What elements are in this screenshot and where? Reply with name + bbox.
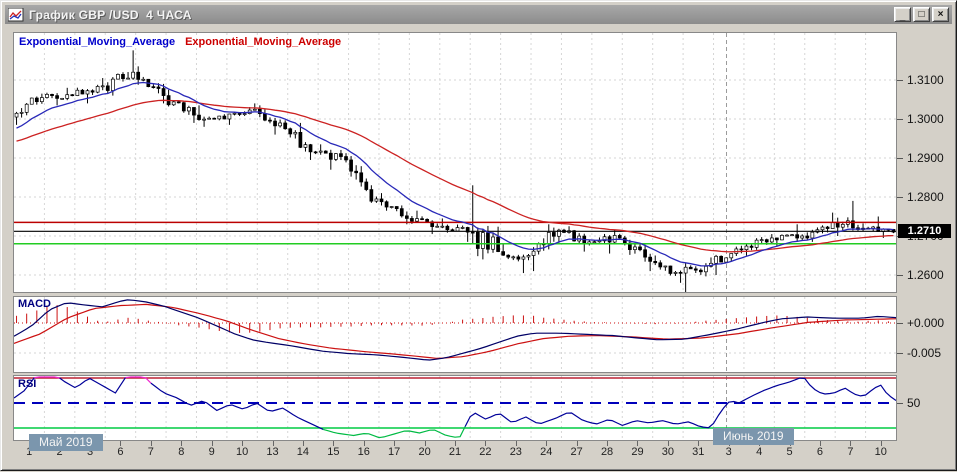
macd-label: MACD <box>18 298 51 310</box>
date-tick-label: 9 <box>208 446 215 458</box>
month-badge-may: Май 2019 <box>29 434 103 451</box>
date-tick <box>698 441 700 446</box>
date-tick-label: 3 <box>725 446 732 458</box>
maximize-button[interactable]: □ <box>913 7 930 22</box>
macd-tick-label: -0.005 <box>907 346 942 360</box>
date-tick-label: 20 <box>418 446 431 458</box>
macd-panel[interactable] <box>13 296 897 373</box>
price-tick-label: 1.2800 <box>907 190 944 204</box>
date-tick-label: 6 <box>816 446 824 458</box>
axis-tick <box>897 158 903 159</box>
axis-tick <box>897 119 903 120</box>
date-tick <box>211 441 213 446</box>
rsi-chart[interactable] <box>14 376 896 440</box>
date-tick-label: 16 <box>357 446 370 458</box>
date-tick <box>880 441 882 446</box>
date-tick-label: 30 <box>661 446 675 458</box>
axis-tick <box>897 80 903 81</box>
date-tick <box>363 441 365 446</box>
date-tick-label: 1 <box>26 446 33 458</box>
date-tick-label: 31 <box>692 446 705 458</box>
date-tick-label: 21 <box>448 446 462 458</box>
price-tick-label: 1.3000 <box>907 112 944 126</box>
date-tick-label: 14 <box>296 446 310 458</box>
title-bar[interactable]: График GBP /USD 4 ЧАСА _ □ × <box>5 5 952 24</box>
date-tick <box>242 441 244 446</box>
date-tick <box>302 441 304 446</box>
date-tick <box>181 441 183 446</box>
axis-tick <box>897 323 903 324</box>
date-tick-label: 7 <box>847 446 854 458</box>
date-tick-label: 10 <box>874 446 887 458</box>
date-tick-label: 8 <box>178 446 185 458</box>
date-tick <box>424 441 426 446</box>
ema-slow-label: Exponential_Moving_Average <box>185 36 342 48</box>
date-tick-label: 5 <box>786 446 793 458</box>
date-tick <box>333 441 335 446</box>
date-tick-label: 23 <box>509 446 522 458</box>
date-tick <box>576 441 578 446</box>
macd-chart[interactable] <box>14 297 896 372</box>
date-tick <box>272 441 274 446</box>
date-tick <box>150 441 152 446</box>
price-tick-label: 1.3100 <box>907 73 944 87</box>
date-tick-label: 2 <box>56 446 63 458</box>
date-tick <box>819 441 821 446</box>
close-button[interactable]: × <box>932 7 949 22</box>
price-tick-label: 1.2600 <box>907 268 944 282</box>
rsi-label: RSI <box>18 378 37 390</box>
month-badge-june: Июнь 2019 <box>713 428 794 445</box>
date-tick <box>546 441 548 446</box>
date-tick-label: 28 <box>600 446 614 458</box>
date-tick-label: 24 <box>540 446 553 458</box>
minimize-button[interactable]: _ <box>894 7 911 22</box>
axis-tick <box>897 197 903 198</box>
candlestick-chart[interactable] <box>14 33 896 292</box>
date-tick <box>850 441 852 446</box>
date-tick-label: 15 <box>327 446 340 458</box>
date-tick-label: 29 <box>631 446 644 458</box>
date-tick-label: 22 <box>479 446 492 458</box>
chart-icon <box>8 7 24 21</box>
date-tick <box>485 441 487 446</box>
date-tick <box>394 441 396 446</box>
date-tick-label: 27 <box>570 446 583 458</box>
ema-legend: Exponential_Moving_Average Exponential_M… <box>19 36 341 48</box>
date-tick-label: 6 <box>117 446 124 458</box>
date-tick <box>455 441 456 446</box>
macd-tick-label: +0.000 <box>907 316 945 330</box>
price-axis: 1.31001.30001.29001.28001.27001.2600+0.0… <box>897 1 957 472</box>
date-tick-label: 4 <box>756 446 763 458</box>
axis-tick <box>897 403 903 404</box>
ema-fast-label: Exponential_Moving_Average <box>19 36 176 48</box>
date-tick <box>637 441 639 446</box>
window-controls: _ □ × <box>894 7 949 22</box>
date-tick-label: 7 <box>147 446 154 458</box>
date-tick <box>120 441 122 446</box>
axis-tick <box>897 275 903 276</box>
window-title: График GBP /USD 4 ЧАСА <box>29 7 192 22</box>
date-tick <box>607 441 609 446</box>
price-tick-label: 1.2900 <box>907 151 944 165</box>
date-tick-label: 13 <box>266 446 279 458</box>
date-tick-label: 10 <box>235 446 249 458</box>
date-tick-label: 17 <box>388 446 401 458</box>
axis-tick <box>897 353 903 354</box>
price-chart-panel[interactable] <box>13 32 897 293</box>
current-price-badge: 1.2710 <box>898 224 951 238</box>
date-tick-label: 3 <box>86 446 94 458</box>
rsi-tick-label: 50 <box>907 396 921 410</box>
date-tick <box>515 441 517 446</box>
date-tick <box>667 441 669 446</box>
